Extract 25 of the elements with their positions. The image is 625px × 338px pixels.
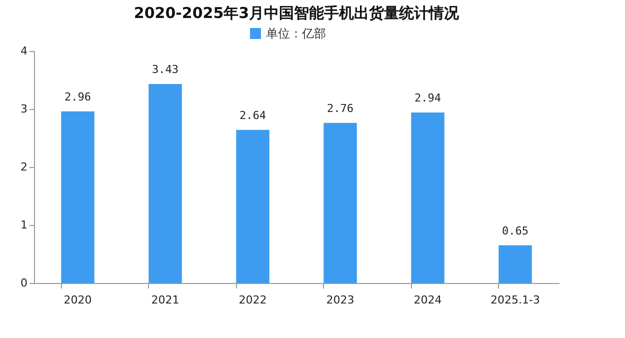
bar <box>148 84 182 283</box>
x-tick-label: 2025.1-3 <box>490 294 540 306</box>
bar <box>236 130 270 283</box>
bar <box>411 112 444 283</box>
bar <box>498 245 532 283</box>
x-tick-label: 2022 <box>238 294 267 306</box>
y-tick-label: 0 <box>20 276 28 290</box>
y-tick-label: 3 <box>20 102 28 116</box>
x-tick-label: 2021 <box>151 294 180 306</box>
legend-label: 单位：亿部 <box>266 26 326 40</box>
x-tick-label: 2020 <box>64 294 92 306</box>
data-label: 2.94 <box>414 91 442 104</box>
data-label: 2.76 <box>327 102 354 115</box>
y-tick-label: 2 <box>20 160 28 174</box>
data-label: 2.96 <box>64 90 91 104</box>
chart-title: 2020-2025年3月中国智能手机出货量统计情况 <box>134 4 460 22</box>
bar <box>61 111 94 283</box>
x-tick-label: 2024 <box>414 294 442 306</box>
x-tick-label: 2023 <box>326 294 354 306</box>
y-tick-label: 1 <box>20 218 28 232</box>
bar <box>324 122 357 283</box>
data-label: 3.43 <box>152 63 178 76</box>
data-label: 2.64 <box>240 108 266 122</box>
y-tick-label: 4 <box>20 44 28 58</box>
data-label: 0.65 <box>502 224 528 238</box>
